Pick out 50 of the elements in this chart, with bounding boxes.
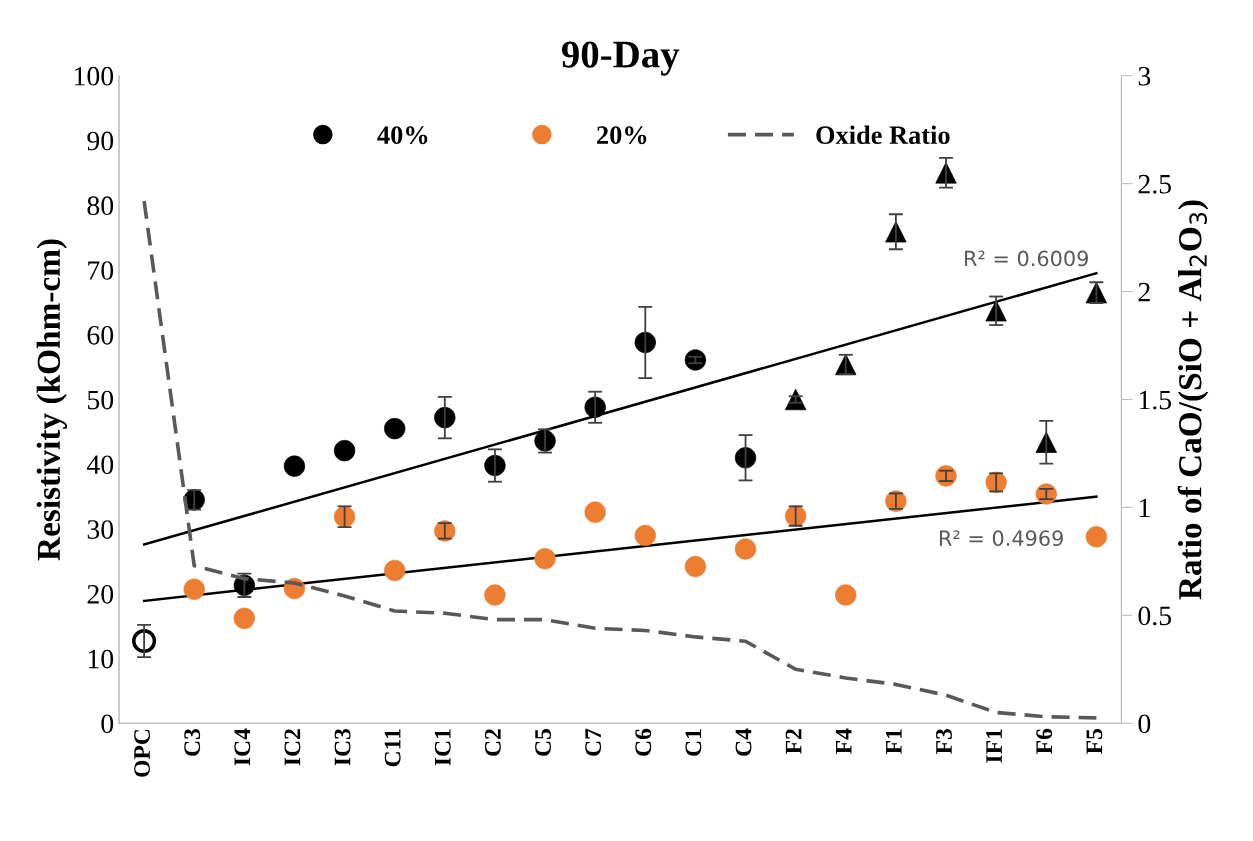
x-tick-label: C5	[535, 728, 551, 756]
point	[233, 607, 255, 629]
x-tick-label: OPC	[134, 729, 151, 777]
legend-label: 40%	[377, 126, 428, 145]
legend-label: Oxide Ratio	[816, 125, 950, 145]
y-axis-title: Resistivity (kOhm-cm)	[36, 239, 67, 561]
x-tick-label: C2	[484, 729, 501, 756]
y-tick-label: 50	[88, 390, 114, 410]
y2-tick-label: 3	[1138, 66, 1151, 86]
y-tick-label: 0	[101, 714, 114, 734]
point	[534, 548, 556, 570]
x-tick-label: F4	[835, 728, 852, 754]
y2-tick-label: 2	[1138, 282, 1150, 302]
y2-tick-label: 1	[1139, 498, 1150, 518]
x-tick-label: IC2	[284, 729, 301, 766]
y-tick-label: 60	[87, 325, 114, 345]
y2-tick-label: 2.5	[1138, 174, 1172, 194]
x-tick-label: F5	[1086, 728, 1103, 754]
x-tick-label: IC1	[434, 729, 451, 766]
annotation: R² = 0.6009	[965, 250, 1088, 267]
y-tick-label: 20	[87, 584, 114, 604]
legend-label: 20%	[597, 126, 647, 145]
y-tick-label: 30	[87, 520, 114, 539]
x-tick-label: C7	[585, 728, 602, 756]
x-tick-label: C6	[635, 728, 652, 756]
x-tick-label: F2	[785, 729, 802, 754]
line-series	[142, 199, 1099, 720]
annotation: R² = 0.4969	[939, 530, 1063, 547]
x-tick-label: C4	[735, 728, 752, 756]
y2-tick-label: 1.5	[1139, 390, 1172, 410]
y-tick-label: 90	[87, 131, 114, 151]
y-tick-label: 10	[88, 649, 114, 669]
x-tick-label: F1	[885, 729, 902, 754]
chart-title: 90-Day	[561, 41, 680, 76]
y-tick-label: 40	[86, 455, 114, 475]
x-tick-label: C11	[384, 729, 401, 767]
y-tick-label: 100	[74, 66, 114, 86]
x-tick-label: F6	[1036, 728, 1053, 754]
x-tick-label: C3	[184, 728, 201, 756]
y2-tick-label: 0	[1138, 714, 1151, 734]
y2-tick-label: 0.5	[1138, 606, 1172, 626]
y-tick-label: 80	[87, 196, 114, 216]
x-tick-label: C1	[685, 729, 702, 756]
point	[684, 555, 707, 578]
y2-axis-title: Ratio of CaO/(SiO + Al$_{2}$O$_{3}$)	[1177, 200, 1209, 600]
x-tick-label: IC3	[334, 728, 351, 766]
x-tick-label: IF1	[986, 729, 1002, 763]
x-tick-label: IC4	[234, 728, 251, 766]
y-tick-label: 70	[88, 261, 114, 280]
x-tick-label: F3	[936, 728, 952, 754]
